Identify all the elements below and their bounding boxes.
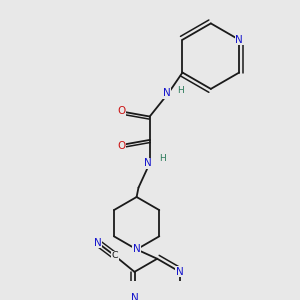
Text: N: N bbox=[94, 238, 102, 248]
Text: C: C bbox=[112, 251, 118, 260]
Text: N: N bbox=[133, 244, 140, 254]
Text: O: O bbox=[118, 140, 126, 151]
Text: H: H bbox=[159, 154, 166, 163]
Text: N: N bbox=[144, 158, 152, 168]
Text: N: N bbox=[163, 88, 170, 98]
Text: N: N bbox=[176, 267, 184, 277]
Text: N: N bbox=[130, 293, 138, 300]
Text: O: O bbox=[118, 106, 126, 116]
Text: N: N bbox=[235, 35, 243, 45]
Text: H: H bbox=[177, 86, 184, 95]
